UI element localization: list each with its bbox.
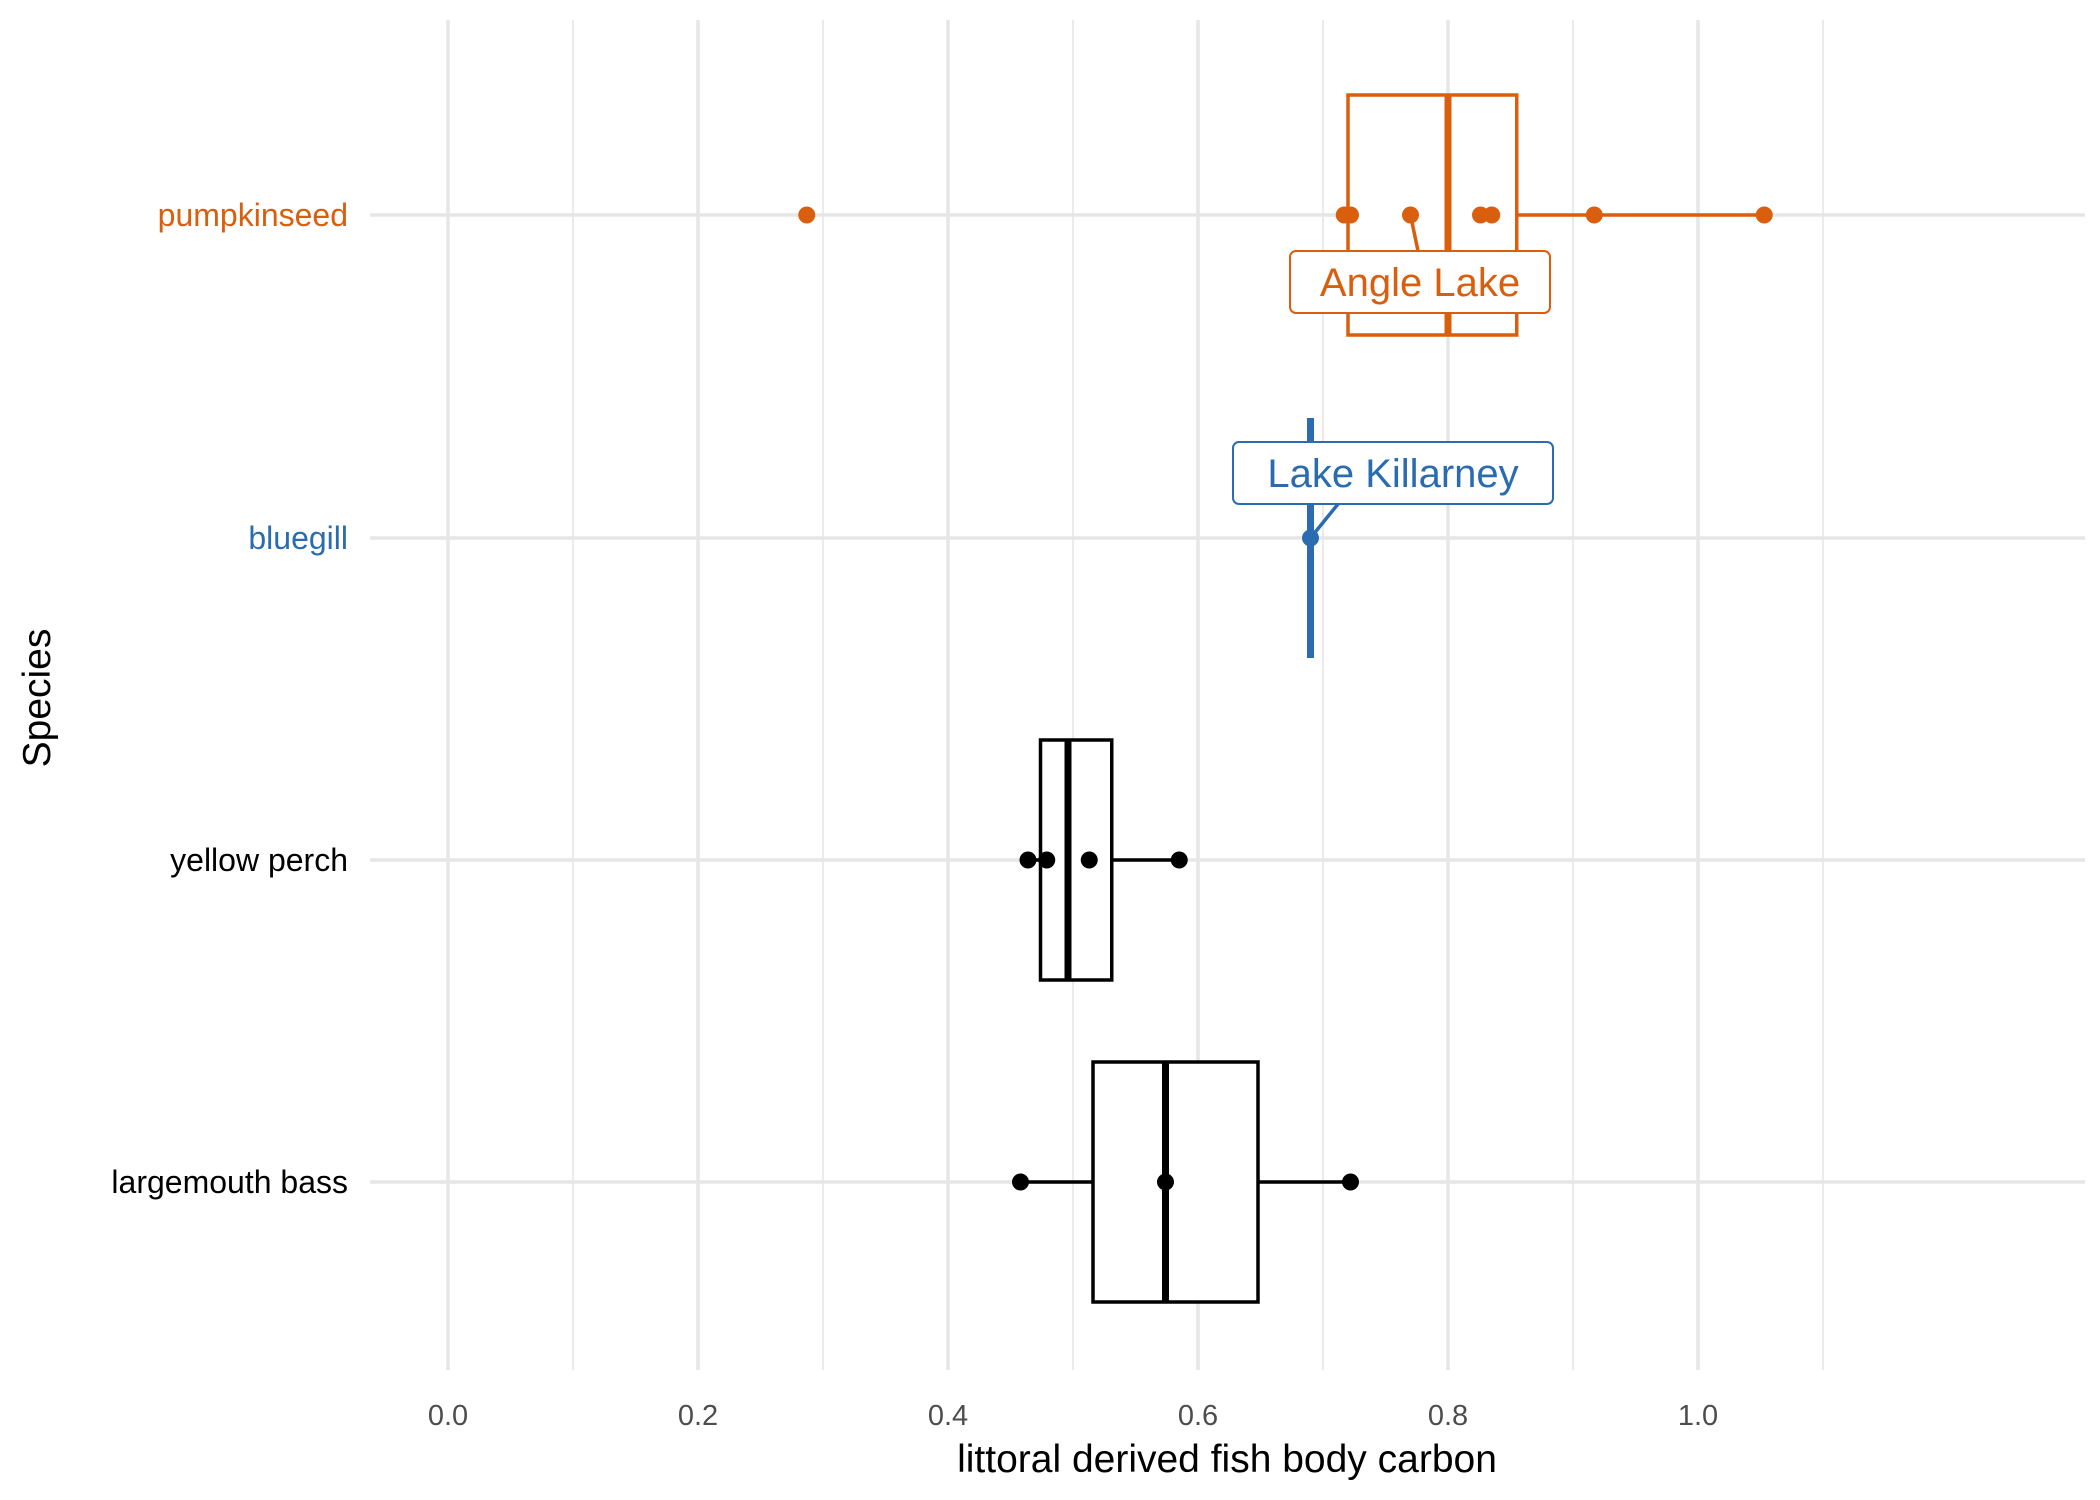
y-category-label: yellow perch <box>170 842 348 878</box>
annotation-text: Angle Lake <box>1320 261 1520 305</box>
annotation-box <box>1289 250 1551 314</box>
x-tick-label: 0.6 <box>1178 1400 1218 1432</box>
x-axis-title: littoral derived fish body carbon <box>957 1438 1497 1481</box>
y-axis-categories: pumpkinseed bluegill yellow perch largemout… <box>111 197 348 1200</box>
x-tick-label: 0.2 <box>678 1400 718 1432</box>
box-iqr <box>1091 1060 1260 1304</box>
data-point <box>1038 851 1056 869</box>
point-layer <box>798 206 1773 1191</box>
data-point <box>1755 206 1773 224</box>
x-tick-label: 0.4 <box>928 1400 968 1432</box>
annotation-text: Lake Killarney <box>1267 452 1518 496</box>
data-point <box>1080 851 1098 869</box>
annotation-label: Angle Lake <box>1289 214 1551 314</box>
annotation-leader <box>1309 502 1340 540</box>
y-category-label: pumpkinseed <box>158 197 348 233</box>
data-point <box>1342 206 1359 224</box>
data-point <box>1585 206 1603 224</box>
y-axis-title: Species <box>16 629 59 768</box>
x-tick-label: 1.0 <box>1678 1400 1718 1432</box>
data-point <box>1019 851 1037 869</box>
box-group <box>1020 1060 1351 1304</box>
data-point <box>1012 1173 1029 1191</box>
y-category-label: largemouth bass <box>111 1164 348 1200</box>
annotation-label: Lake Killarney <box>1232 441 1554 540</box>
y-category-label: bluegill <box>248 520 348 556</box>
data-point <box>1342 1173 1359 1191</box>
data-point <box>798 206 816 224</box>
annotation-box <box>1232 441 1554 505</box>
annotation-leader <box>1408 214 1420 252</box>
x-tick-label: 0.8 <box>1428 1400 1468 1432</box>
data-point <box>1483 206 1501 224</box>
data-point <box>1157 1173 1174 1191</box>
annotation-layer: Angle Lake Lake Killarney <box>1232 214 1554 540</box>
x-tick-label: 0.0 <box>428 1400 468 1432</box>
data-point <box>1170 851 1188 869</box>
x-axis-ticks: 0.0 0.2 0.4 0.6 0.8 1.0 <box>428 1400 1718 1432</box>
